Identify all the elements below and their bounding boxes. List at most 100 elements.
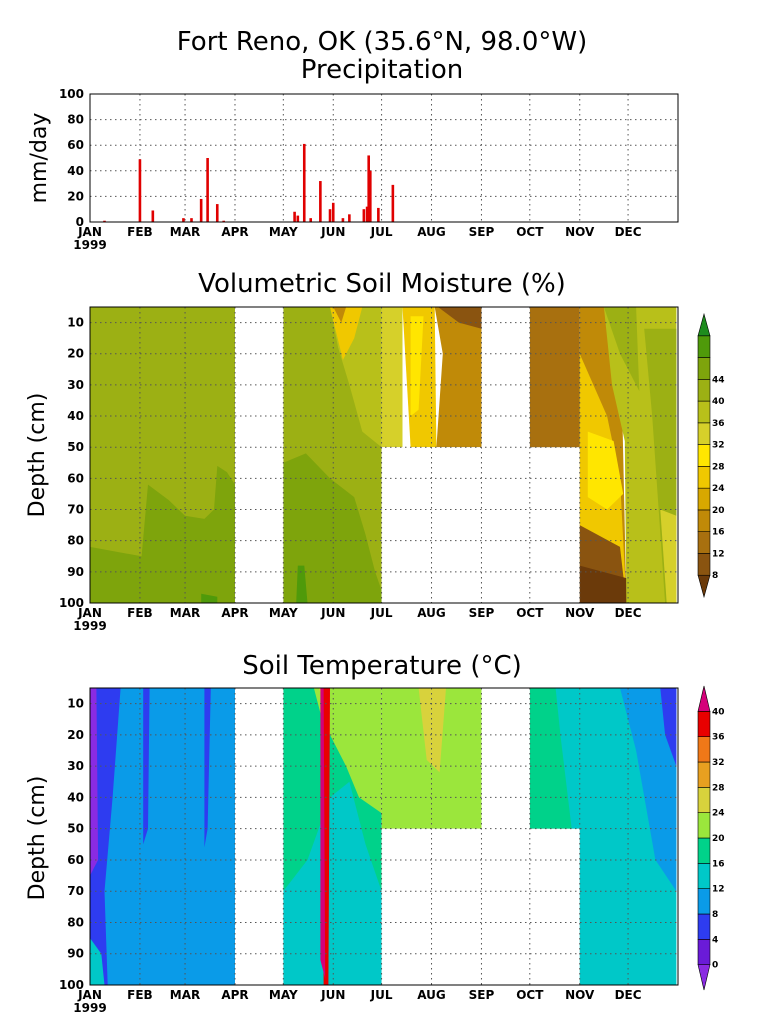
temperature-colorbar-swatch xyxy=(697,685,711,712)
temperature-colorbar-tick: 12 xyxy=(712,885,725,895)
temperature-colorbar-tick: 36 xyxy=(712,733,725,743)
moisture-xtick-aug: AUG xyxy=(417,606,446,620)
moisture-missing-data xyxy=(481,447,580,603)
temperature-colorbar-swatch xyxy=(697,736,711,763)
temperature-xtick-dec: DEC xyxy=(615,988,642,1002)
precip-xtick-mar: MAR xyxy=(170,225,200,239)
moisture-ytick: 50 xyxy=(67,440,84,454)
moisture-colorbar-swatch xyxy=(697,444,711,467)
moisture-colorbar-tick: 12 xyxy=(712,549,725,559)
temperature-xtick-apr: APR xyxy=(221,988,248,1002)
moisture-year-label: 1999 xyxy=(73,619,106,633)
precip-bar xyxy=(215,204,219,222)
temperature-xtick-aug: AUG xyxy=(417,988,446,1002)
moisture-colorbar-swatch xyxy=(697,335,711,358)
moisture-xtick-dec: DEC xyxy=(615,606,642,620)
moisture-missing-data xyxy=(381,447,482,603)
precip-ytick: 0 xyxy=(76,215,84,229)
moisture-ytick: 70 xyxy=(67,503,84,517)
temperature-ytick: 50 xyxy=(67,822,84,836)
moisture-title: Volumetric Soil Moisture (%) xyxy=(198,269,566,299)
temperature-missing-data xyxy=(481,828,580,985)
temperature-contour-region xyxy=(104,688,235,985)
precip-bar xyxy=(362,209,366,222)
moisture-xtick-sep: SEP xyxy=(469,606,495,620)
precip-bar xyxy=(369,170,372,222)
temperature-missing-data xyxy=(381,828,482,985)
precip-title: Precipitation xyxy=(301,55,464,85)
moisture-missing-data xyxy=(234,307,284,603)
temperature-ytick: 100 xyxy=(59,978,84,992)
precip-ylabel: mm/day xyxy=(27,113,52,204)
moisture-xtick-feb: FEB xyxy=(127,606,153,620)
temperature-ytick: 20 xyxy=(67,728,84,742)
temperature-colorbar-tick: 0 xyxy=(712,961,718,971)
temperature-colorbar-swatch xyxy=(697,812,711,839)
moisture-colorbar-swatch xyxy=(697,422,711,445)
moisture-missing-data xyxy=(481,307,530,448)
temperature-colorbar-swatch xyxy=(697,913,711,940)
precip-bar xyxy=(190,218,193,222)
moisture-xtick-apr: APR xyxy=(221,606,248,620)
temperature-xtick-sep: SEP xyxy=(469,988,495,1002)
moisture-contour-region xyxy=(90,465,235,603)
moisture-colorbar-swatch xyxy=(697,487,711,511)
temperature-contour-region xyxy=(320,688,326,979)
moisture-contour-region xyxy=(587,431,624,510)
moisture-contour-region xyxy=(579,565,627,603)
temperature-title: Soil Temperature (°C) xyxy=(242,651,522,681)
precip-bar xyxy=(222,220,226,222)
moisture-contour-region xyxy=(330,307,363,360)
moisture-contour-region xyxy=(333,307,347,323)
moisture-xtick-jul: JUL xyxy=(370,606,393,620)
temperature-ytick: 90 xyxy=(67,947,84,961)
precip-xtick-sep: SEP xyxy=(469,225,495,239)
temperature-contour-region xyxy=(620,688,677,892)
precip-ytick: 60 xyxy=(67,138,84,152)
temperature-contour-region xyxy=(418,688,446,773)
precip-bar xyxy=(328,209,332,222)
temperature-colorbar-swatch xyxy=(697,939,711,965)
moisture-ylabel: Depth (cm) xyxy=(25,393,50,518)
moisture-colorbar-tick: 20 xyxy=(712,506,725,516)
precip-bar xyxy=(293,211,296,222)
temperature-xtick-feb: FEB xyxy=(127,988,153,1002)
temperature-colorbar-swatch xyxy=(697,863,711,889)
moisture-xtick-oct: OCT xyxy=(516,606,544,620)
precip-xtick-aug: AUG xyxy=(417,225,446,239)
temperature-year-label: 1999 xyxy=(73,1001,106,1015)
temperature-contour-region xyxy=(90,938,105,985)
moisture-colorbar-swatch xyxy=(697,509,711,532)
moisture-ytick: 40 xyxy=(67,409,84,423)
temperature-ytick: 40 xyxy=(67,790,84,804)
precip-xtick-nov: NOV xyxy=(565,225,595,239)
moisture-contour-region xyxy=(438,307,482,329)
moisture-colorbar-tick: 28 xyxy=(712,462,725,472)
temperature-colorbar-swatch xyxy=(697,837,711,864)
precip-ytick: 20 xyxy=(67,189,84,203)
moisture-colorbar-tick: 24 xyxy=(712,484,725,494)
precip-xtick-jul: JUL xyxy=(370,225,393,239)
precip-bar xyxy=(138,159,142,222)
site-title: Fort Reno, OK (35.6°N, 98.0°W) xyxy=(177,27,587,57)
precip-bar xyxy=(341,218,345,222)
moisture-colorbar-tick: 40 xyxy=(712,397,725,407)
moisture-colorbar-swatch xyxy=(697,574,711,599)
moisture-contour-region xyxy=(296,565,308,603)
temperature-ytick: 70 xyxy=(67,884,84,898)
temperature-colorbar-tick: 8 xyxy=(712,910,718,920)
precip-bar xyxy=(331,202,335,222)
temperature-ytick: 30 xyxy=(67,759,84,773)
precip-bar xyxy=(365,206,369,222)
precip-panel: 0 20 40 60 80 100 JAN FEB MAR APR MAY JUN JUL AUG SEP O… xyxy=(59,87,679,252)
moisture-ytick: 100 xyxy=(59,596,84,610)
moisture-contour-region xyxy=(381,307,403,448)
precip-bar xyxy=(206,158,209,222)
temperature-xtick-jul: JUL xyxy=(370,988,393,1002)
moisture-colorbar-swatch xyxy=(697,553,711,576)
precip-xtick-feb: FEB xyxy=(127,225,153,239)
precip-xtick-oct: OCT xyxy=(516,225,544,239)
